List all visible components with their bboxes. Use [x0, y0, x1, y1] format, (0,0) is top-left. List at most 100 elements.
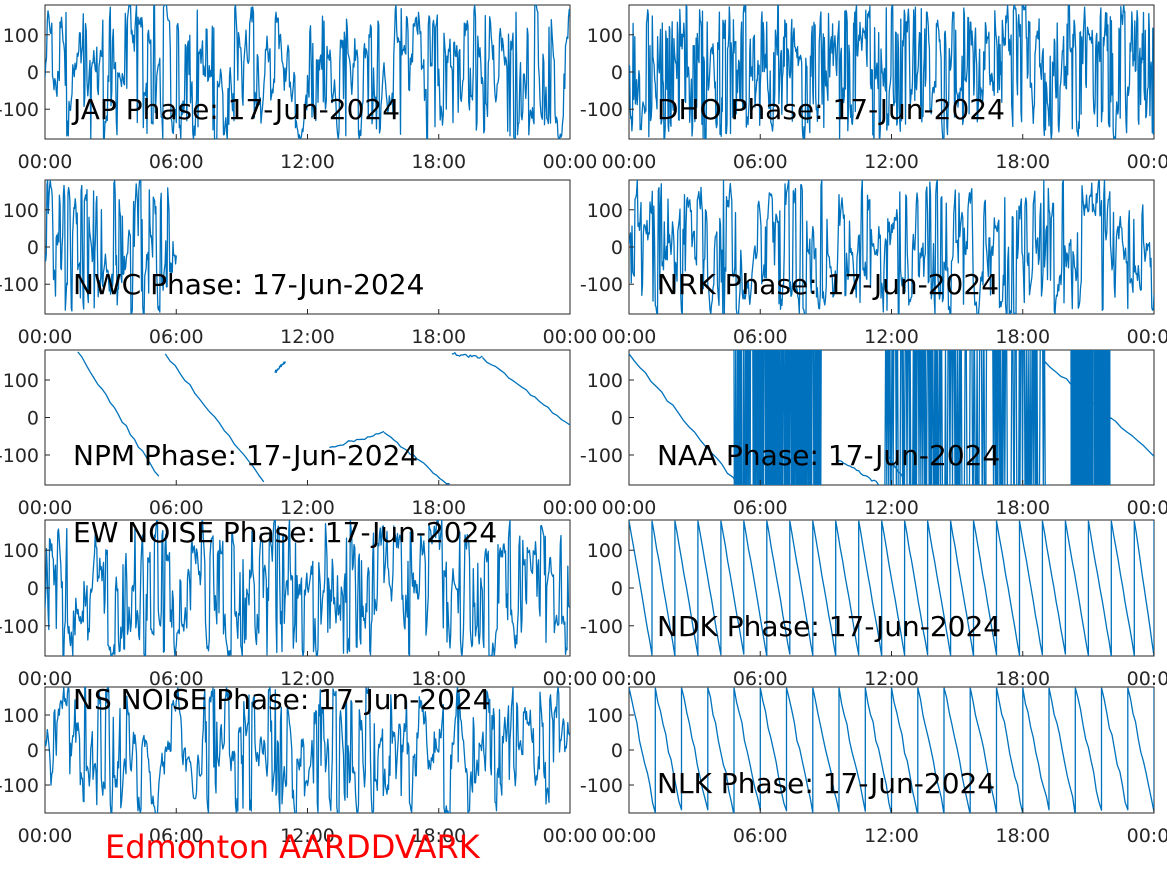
x-tick-label: 06:00	[149, 668, 204, 690]
phase-series	[45, 5, 570, 139]
panel-title: NAA Phase: 17-Jun-2024	[657, 439, 1000, 472]
panel-title: NPM Phase: 17-Jun-2024	[73, 439, 418, 472]
y-tick-label: 100	[3, 200, 39, 222]
y-tick-label: -100	[580, 445, 623, 467]
x-tick-label: 00:00	[543, 151, 598, 173]
y-tick-label: 0	[27, 237, 39, 259]
y-tick-label: 100	[587, 540, 623, 562]
y-tick-label: 100	[3, 25, 39, 47]
x-tick-label: 12:00	[864, 326, 919, 348]
axes-box	[44, 4, 571, 140]
y-tick-label: 100	[587, 200, 623, 222]
x-tick-label: 00:00	[18, 326, 73, 348]
phase-series	[45, 180, 177, 314]
x-tick-label: 12:00	[280, 668, 335, 690]
y-tick-label: 100	[3, 370, 39, 392]
x-tick-label: 18:00	[995, 151, 1050, 173]
phase-series	[629, 180, 1154, 314]
x-tick-label: 18:00	[411, 497, 466, 519]
y-tick-label: 0	[611, 62, 623, 84]
y-tick-label: 0	[611, 578, 623, 600]
x-tick-label: 18:00	[411, 825, 466, 847]
y-tick-label: 0	[27, 408, 39, 430]
y-tick-label: 0	[27, 578, 39, 600]
x-tick-label: 12:00	[280, 326, 335, 348]
panel-title: EW NOISE Phase: 17-Jun-2024	[73, 516, 497, 549]
phase-series	[77, 351, 570, 485]
phase-series	[629, 520, 1154, 656]
y-tick-label: -100	[580, 274, 623, 296]
x-tick-label: 00:00	[18, 151, 73, 173]
panel-title: JAP Phase: 17-Jun-2024	[71, 93, 400, 126]
x-tick-label: 00:00	[543, 497, 598, 519]
phase-series	[629, 5, 1154, 139]
panel-nwc: 100 0 -100 00:00 06:00 12:00 18:00 00:00 NWC Pha…	[0, 179, 598, 348]
y-tick-label: -100	[580, 99, 623, 121]
x-tick-label: 00:00	[1127, 326, 1167, 348]
x-tick-label: 06:00	[149, 151, 204, 173]
y-tick-label: 100	[587, 370, 623, 392]
phase-series	[629, 687, 1154, 813]
x-tick-label: 00:00	[543, 326, 598, 348]
y-tick-label: 100	[587, 25, 623, 47]
x-tick-label: 12:00	[864, 825, 919, 847]
y-tick-label: 0	[27, 62, 39, 84]
panel-title: NLK Phase: 17-Jun-2024	[657, 767, 995, 800]
x-tick-label: 06:00	[733, 825, 788, 847]
panel-nlk: 100 0 -100 00:00 06:00 12:00 18:00 00:00 NLK Pha…	[580, 686, 1167, 847]
x-tick-label: 00:00	[18, 668, 73, 690]
x-tick-label: 06:00	[733, 668, 788, 690]
x-tick-label: 00:00	[1127, 497, 1167, 519]
phase-series	[629, 350, 1154, 485]
x-tick-label: 00:00	[18, 497, 73, 519]
y-tick-label: -100	[0, 274, 39, 296]
panel-title: NWC Phase: 17-Jun-2024	[73, 268, 424, 301]
x-tick-label: 00:00	[1127, 825, 1167, 847]
y-tick-label: 0	[611, 237, 623, 259]
y-tick-label: 0	[611, 408, 623, 430]
panel-ew-noise: 100 0 -100 00:00 06:00 12:00 18:00 00:00 EW NOIS…	[0, 516, 597, 690]
x-tick-label: 06:00	[149, 497, 204, 519]
y-tick-label: 0	[27, 740, 39, 762]
y-tick-label: 0	[611, 740, 623, 762]
x-tick-label: 00:00	[602, 151, 657, 173]
x-tick-label: 00:00	[602, 668, 657, 690]
y-tick-label: -100	[580, 775, 623, 797]
y-tick-label: -100	[0, 616, 39, 638]
panel-naa: 100 0 -100 00:00 06:00 12:00 18:00 00:00 NAA Pha…	[580, 349, 1167, 519]
x-tick-label: 12:00	[864, 497, 919, 519]
x-tick-label: 18:00	[411, 326, 466, 348]
x-tick-label: 00:00	[543, 825, 598, 847]
axes-box	[44, 349, 571, 486]
x-tick-label: 06:00	[733, 497, 788, 519]
x-tick-label: 12:00	[280, 825, 335, 847]
x-tick-label: 06:00	[733, 151, 788, 173]
panel-dho: 100 0 -100 00:00 06:00 12:00 18:00 00:00 DHO Pha…	[580, 4, 1167, 173]
panel-title: NRK Phase: 17-Jun-2024	[657, 268, 999, 301]
x-tick-label: 12:00	[280, 151, 335, 173]
y-tick-label: -100	[0, 445, 39, 467]
x-tick-label: 00:00	[602, 326, 657, 348]
x-tick-label: 06:00	[149, 825, 204, 847]
x-tick-label: 12:00	[864, 668, 919, 690]
panel-title: NDK Phase: 17-Jun-2024	[657, 610, 1001, 643]
panel-jap: 100 0 -100 00:00 06:00 12:00 18:00 00:00 JAP Pha…	[0, 4, 598, 173]
panel-nrk: 100 0 -100 00:00 06:00 12:00 18:00 00:00 NRK Pha…	[580, 179, 1167, 348]
x-tick-label: 18:00	[995, 668, 1050, 690]
x-tick-label: 00:00	[602, 497, 657, 519]
x-tick-label: 12:00	[864, 151, 919, 173]
phase-series	[45, 520, 570, 656]
panel-title: DHO Phase: 17-Jun-2024	[657, 93, 1005, 126]
x-tick-label: 18:00	[995, 497, 1050, 519]
x-tick-label: 12:00	[280, 497, 335, 519]
x-tick-label: 06:00	[149, 326, 204, 348]
y-tick-label: -100	[0, 775, 39, 797]
x-tick-label: 18:00	[995, 326, 1050, 348]
panel-npm: 100 0 -100 00:00 06:00 12:00 18:00 00:00 NPM Pha…	[0, 349, 598, 519]
panel-title: NS NOISE Phase: 17-Jun-2024	[73, 683, 491, 716]
phase-series	[45, 687, 570, 813]
x-tick-label: 18:00	[411, 668, 466, 690]
x-tick-label: 00:00	[543, 668, 598, 690]
y-tick-label: -100	[580, 616, 623, 638]
